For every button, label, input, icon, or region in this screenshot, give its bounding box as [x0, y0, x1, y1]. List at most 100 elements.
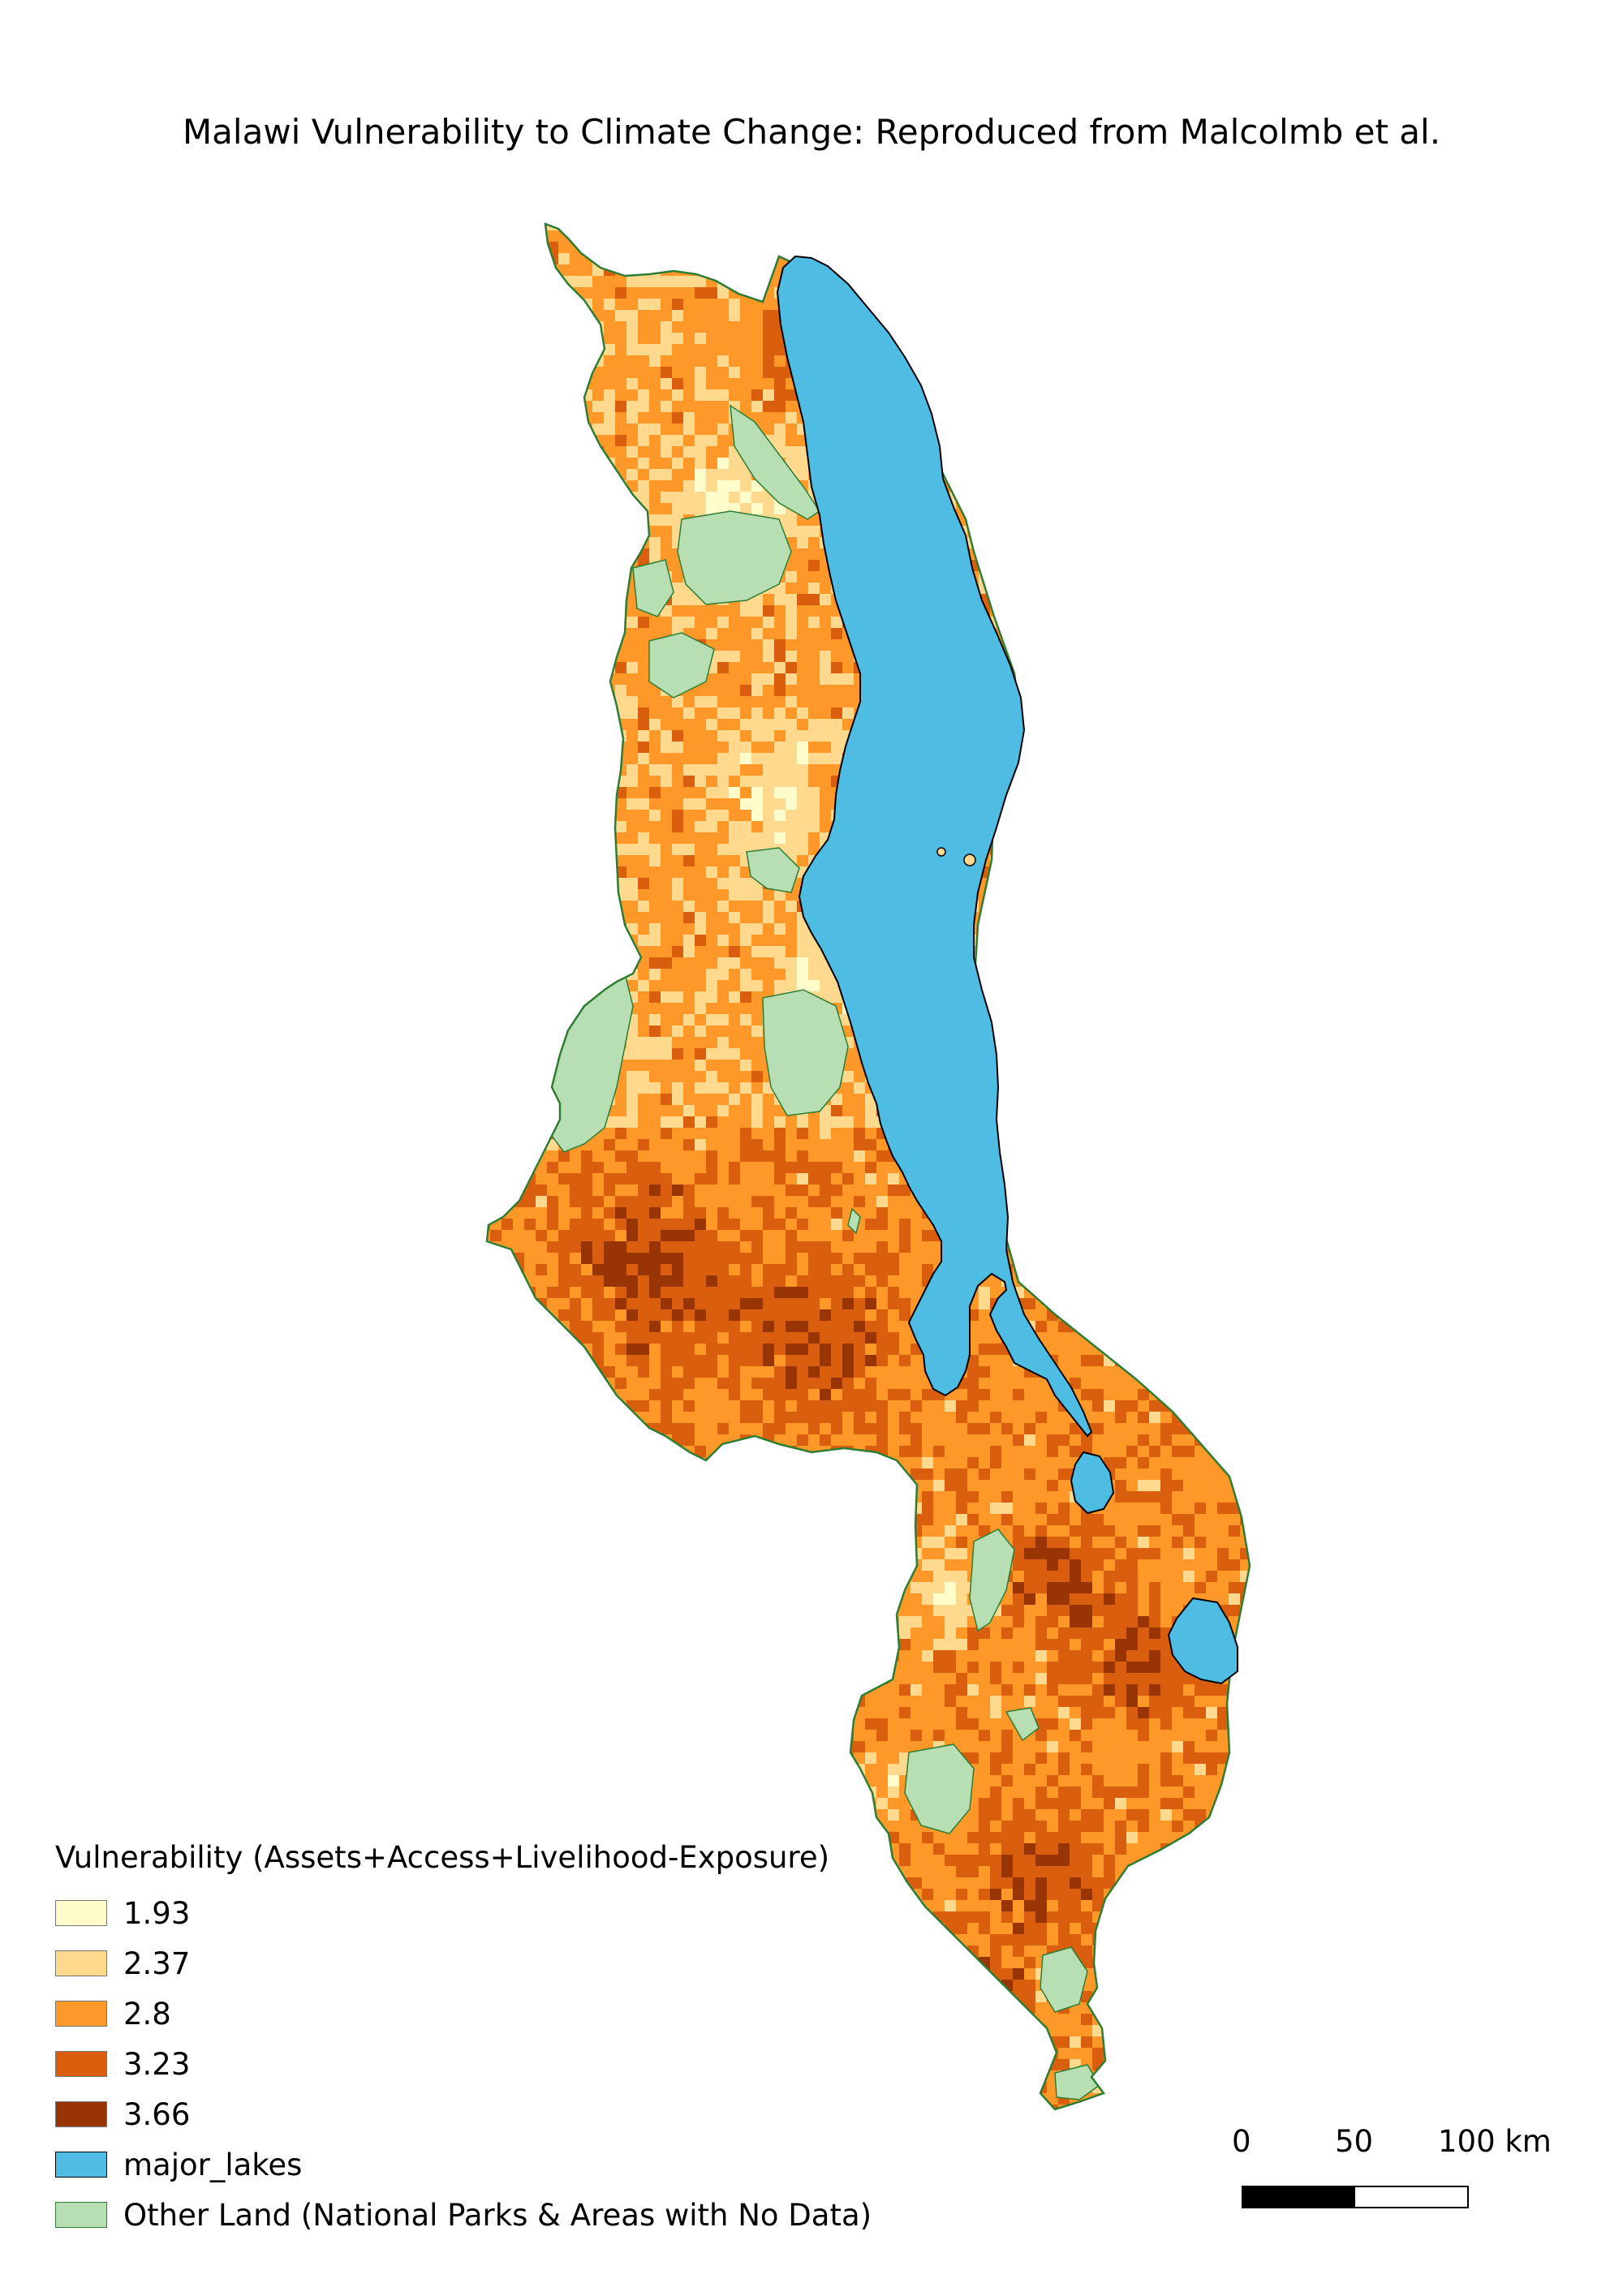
raster-cell	[1217, 855, 1229, 867]
raster-cell	[990, 412, 1002, 424]
raster-cell	[1081, 276, 1093, 288]
raster-cell	[1104, 605, 1116, 617]
raster-cell	[979, 548, 991, 561]
raster-cell	[1217, 389, 1229, 402]
raster-cell	[842, 253, 855, 265]
raster-cell	[1217, 730, 1229, 742]
raster-cell	[649, 276, 661, 288]
raster-cell	[661, 333, 673, 345]
raster-cell	[1183, 492, 1195, 504]
raster-cell	[797, 810, 809, 822]
raster-cell	[763, 355, 775, 368]
raster-cell	[1240, 787, 1250, 799]
raster-cell	[1126, 492, 1139, 504]
raster-cell	[1138, 787, 1150, 799]
raster-cell	[797, 571, 809, 583]
raster-cell	[1229, 742, 1241, 754]
raster-cell	[683, 503, 695, 515]
raster-cell	[1149, 776, 1161, 788]
raster-cell	[649, 435, 661, 447]
raster-cell	[661, 753, 673, 765]
raster-cell	[1149, 514, 1161, 527]
raster-cell	[490, 344, 502, 356]
raster-cell	[604, 367, 616, 379]
raster-cell	[1081, 923, 1093, 935]
raster-cell	[661, 503, 673, 515]
raster-cell	[1001, 242, 1014, 254]
raster-cell	[717, 855, 730, 867]
raster-cell	[808, 617, 820, 629]
raster-cell	[1104, 446, 1116, 458]
raster-cell	[1013, 503, 1025, 515]
raster-cell	[1217, 707, 1229, 720]
raster-cell	[740, 730, 752, 742]
raster-cell	[740, 480, 752, 492]
raster-cell	[626, 503, 639, 515]
raster-cell	[1138, 707, 1150, 720]
raster-cell	[1229, 560, 1241, 572]
raster-cell	[1263, 435, 1275, 447]
raster-cell	[786, 685, 798, 697]
raster-cell	[1149, 526, 1161, 538]
raster-cell	[1126, 719, 1139, 731]
raster-cell	[831, 639, 843, 651]
raster-cell	[820, 764, 832, 776]
raster-cell	[1047, 878, 1059, 890]
raster-cell	[638, 242, 650, 254]
raster-cell	[1035, 639, 1048, 651]
raster-cell	[490, 707, 502, 720]
raster-cell	[1047, 742, 1059, 754]
raster-cell	[706, 821, 718, 833]
raster-cell	[820, 753, 832, 765]
raster-cell	[1058, 912, 1070, 924]
raster-cell	[581, 821, 593, 833]
raster-cell	[683, 333, 695, 345]
raster-cell	[1104, 923, 1116, 935]
raster-cell	[524, 242, 536, 254]
raster-cell	[751, 991, 764, 1004]
raster-cell	[581, 980, 593, 992]
raster-cell	[774, 707, 786, 720]
raster-cell	[1001, 424, 1014, 436]
raster-cell	[581, 719, 593, 731]
raster-cell	[774, 224, 786, 231]
raster-cell	[740, 707, 752, 720]
raster-cell	[1183, 321, 1195, 333]
raster-cell	[490, 844, 502, 856]
raster-cell	[740, 798, 752, 810]
raster-cell	[1206, 821, 1218, 833]
raster-cell	[695, 776, 707, 788]
raster-cell	[570, 980, 582, 992]
raster-cell	[1070, 662, 1082, 674]
raster-cell	[1240, 571, 1250, 583]
raster-cell	[626, 753, 639, 765]
raster-cell	[558, 946, 570, 958]
raster-cell	[1092, 980, 1104, 992]
raster-cell	[536, 617, 548, 629]
raster-cell	[604, 764, 616, 776]
raster-cell	[797, 696, 809, 708]
raster-cell	[490, 526, 502, 538]
raster-cell	[740, 310, 752, 322]
raster-cell	[1138, 412, 1150, 424]
raster-cell	[502, 526, 514, 538]
raster-cell	[1149, 276, 1161, 288]
raster-cell	[1092, 662, 1104, 674]
raster-cell	[1115, 991, 1127, 1004]
raster-cell	[1195, 855, 1207, 867]
raster-cell	[820, 969, 832, 981]
raster-cell	[706, 401, 718, 413]
raster-cell	[536, 469, 548, 481]
raster-cell	[1081, 458, 1093, 470]
raster-cell	[592, 707, 605, 720]
raster-cell	[581, 458, 593, 470]
raster-cell	[967, 344, 979, 356]
raster-cell	[592, 401, 605, 413]
raster-cell	[615, 583, 627, 595]
raster-cell	[695, 1025, 707, 1038]
raster-cell	[513, 378, 525, 390]
raster-cell	[1251, 844, 1264, 856]
raster-cell	[706, 912, 718, 924]
raster-cell	[581, 855, 593, 867]
raster-cell	[604, 571, 616, 583]
